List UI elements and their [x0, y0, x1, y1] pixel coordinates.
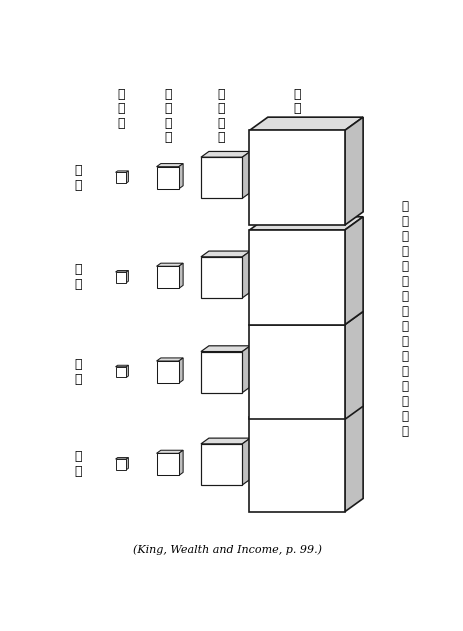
Text: 獨
逸: 獨 逸: [74, 451, 81, 478]
Polygon shape: [178, 163, 183, 189]
Polygon shape: [200, 444, 242, 485]
Polygon shape: [344, 217, 363, 325]
Polygon shape: [200, 251, 250, 257]
Text: 中
等
の
下: 中 等 の 下: [163, 88, 171, 144]
Polygon shape: [115, 271, 128, 272]
Polygon shape: [156, 453, 178, 476]
Polygon shape: [200, 257, 242, 298]
Polygon shape: [156, 263, 183, 266]
Polygon shape: [249, 312, 363, 325]
Polygon shape: [115, 457, 128, 459]
Polygon shape: [115, 172, 126, 183]
Polygon shape: [200, 346, 250, 351]
Polygon shape: [344, 117, 363, 225]
Polygon shape: [242, 151, 250, 198]
Polygon shape: [115, 367, 126, 377]
Polygon shape: [126, 365, 128, 377]
Text: 英
國: 英 國: [74, 263, 81, 292]
Text: 中
等
の
上: 中 等 の 上: [218, 88, 225, 144]
Polygon shape: [156, 451, 183, 453]
Polygon shape: [344, 404, 363, 512]
Polygon shape: [178, 358, 183, 383]
Polygon shape: [115, 459, 126, 469]
Polygon shape: [242, 251, 250, 298]
Text: 最
貧
者: 最 貧 者: [117, 88, 125, 130]
Text: 最
富: 最 富: [293, 88, 300, 115]
Polygon shape: [242, 346, 250, 392]
Polygon shape: [249, 217, 363, 230]
Polygon shape: [249, 230, 344, 325]
Polygon shape: [200, 151, 250, 157]
Polygon shape: [200, 438, 250, 444]
Polygon shape: [200, 157, 242, 198]
Polygon shape: [249, 417, 344, 512]
Polygon shape: [115, 171, 128, 172]
Polygon shape: [156, 358, 183, 361]
Polygon shape: [178, 451, 183, 476]
Polygon shape: [115, 272, 126, 283]
Text: 佛
國: 佛 國: [74, 358, 81, 386]
Text: 米
國: 米 國: [74, 164, 81, 192]
Polygon shape: [249, 325, 344, 420]
Polygon shape: [126, 271, 128, 283]
Polygon shape: [126, 457, 128, 469]
Polygon shape: [249, 404, 363, 417]
Polygon shape: [115, 365, 128, 367]
Polygon shape: [249, 131, 344, 225]
Text: (King, Wealth and Income, p. 99.): (King, Wealth and Income, p. 99.): [132, 545, 321, 555]
Polygon shape: [156, 167, 178, 189]
Text: 一
家
族
の
所
有
せ
る
財
産
平
均
額
比
較
圖: 一 家 族 の 所 有 せ る 財 産 平 均 額 比 較 圖: [400, 199, 407, 438]
Polygon shape: [156, 163, 183, 167]
Polygon shape: [156, 266, 178, 288]
Polygon shape: [126, 171, 128, 183]
Polygon shape: [249, 117, 363, 131]
Polygon shape: [178, 263, 183, 288]
Polygon shape: [344, 312, 363, 420]
Polygon shape: [200, 351, 242, 392]
Polygon shape: [242, 438, 250, 485]
Polygon shape: [156, 361, 178, 383]
